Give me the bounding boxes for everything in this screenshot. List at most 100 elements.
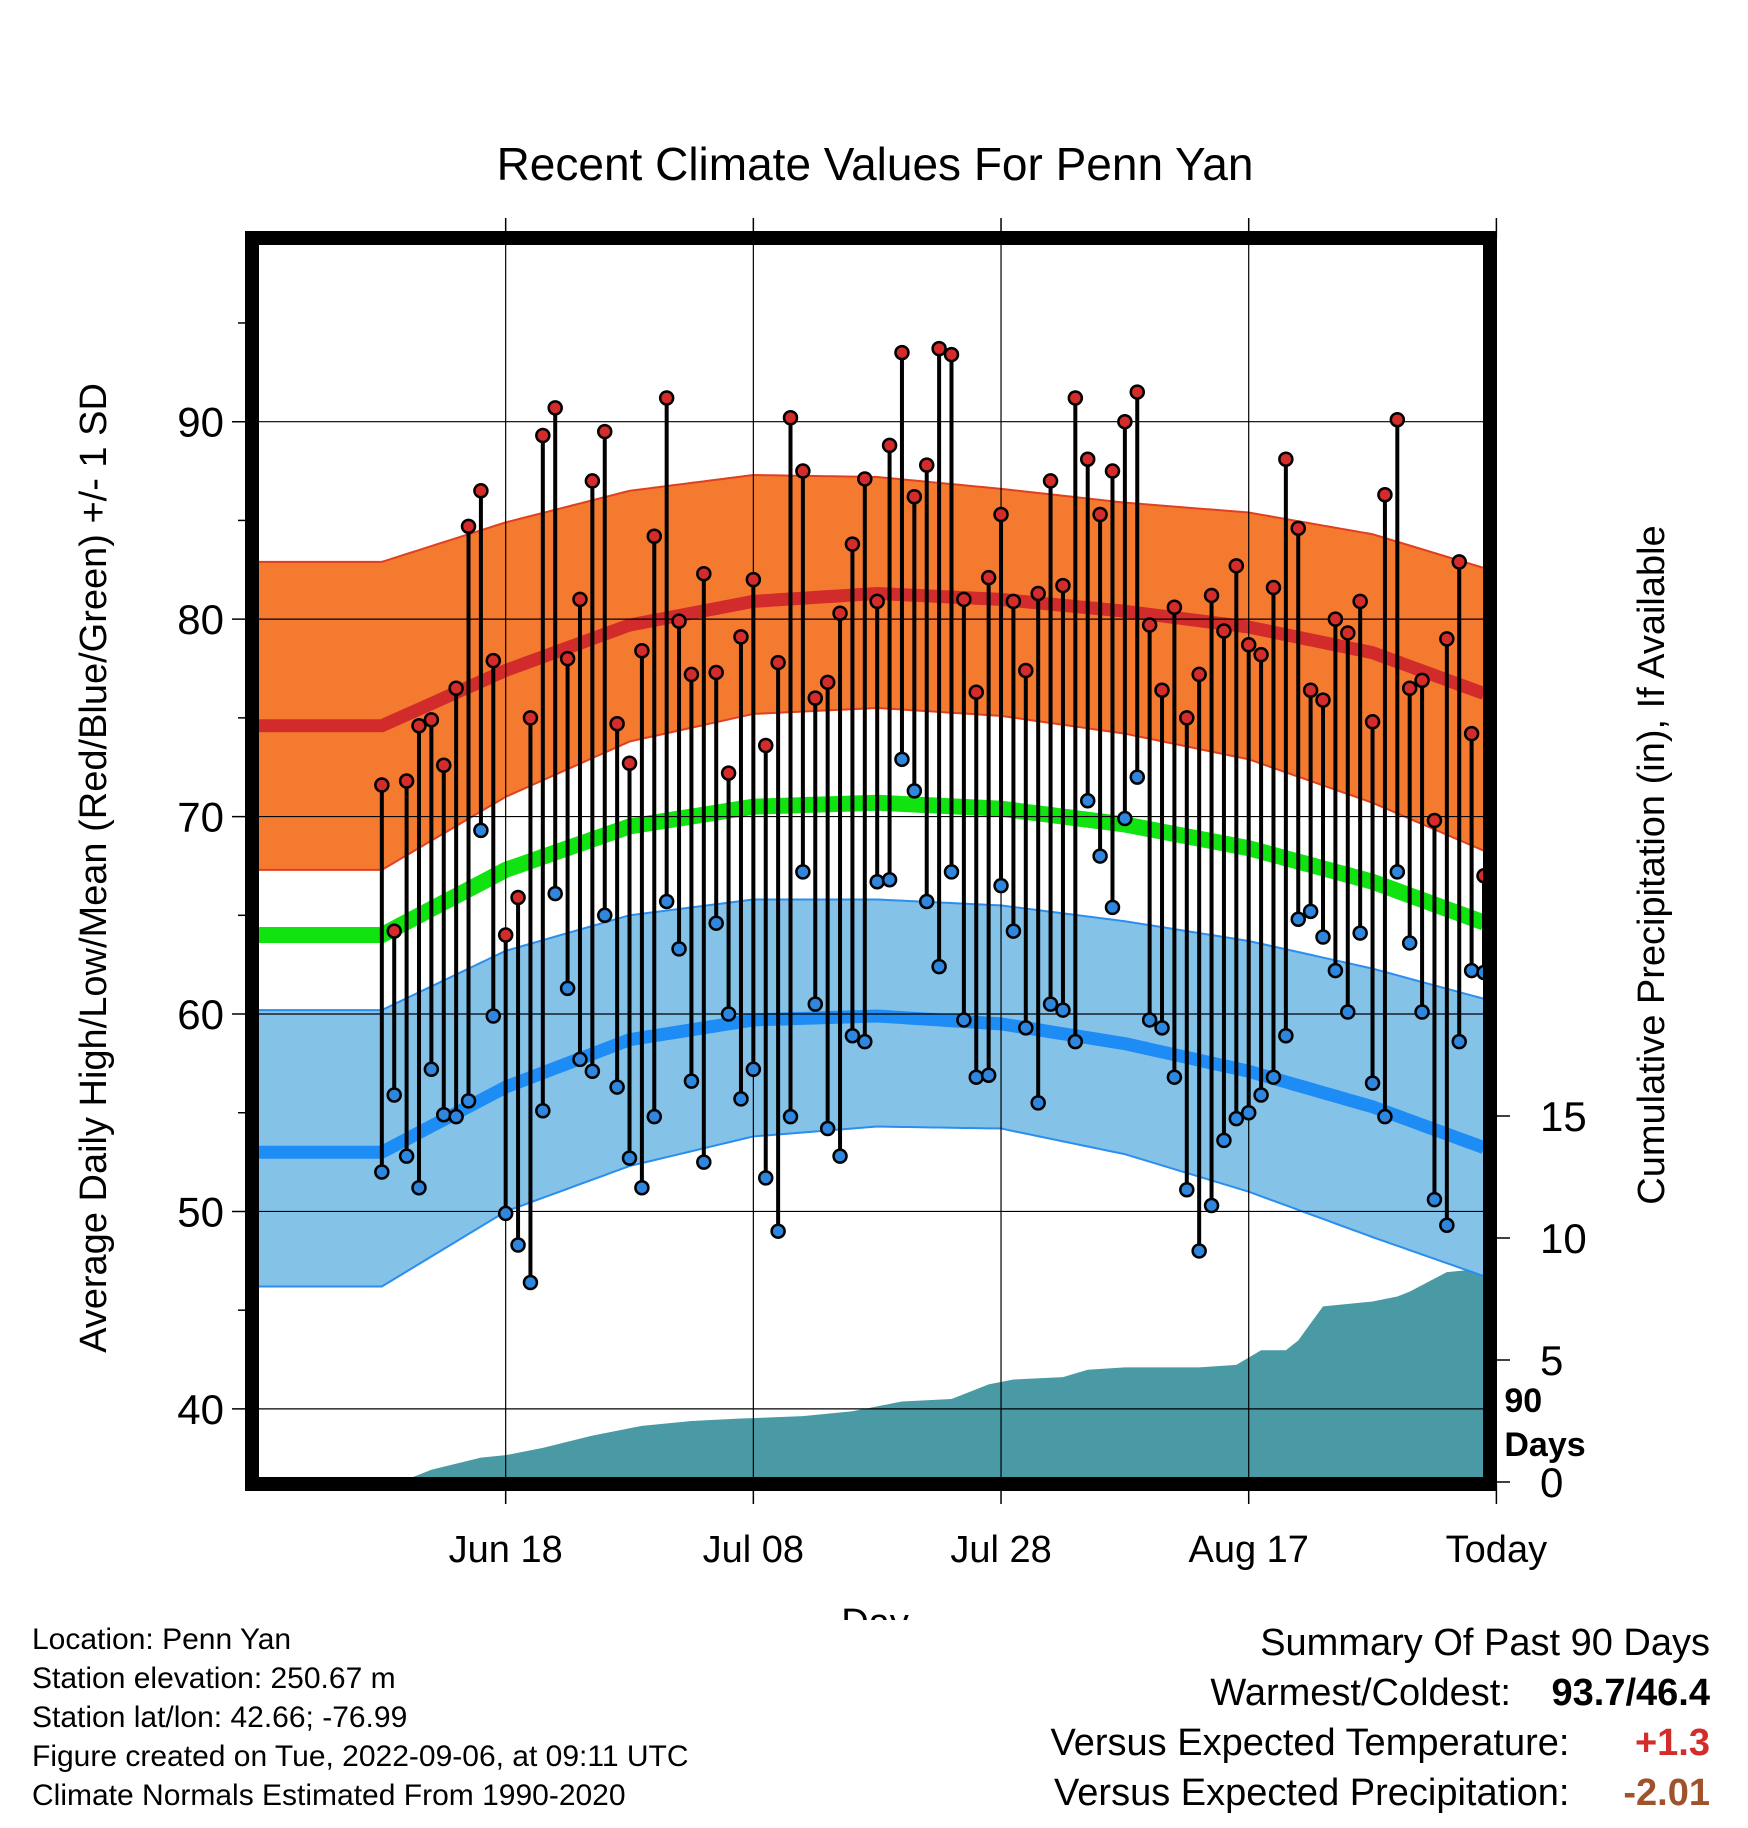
precip-value: -2.01 [1623, 1772, 1710, 1814]
y-axis-label: Average Daily High/Low/Mean (Red/Blue/Gr… [73, 383, 115, 1353]
x-tick-label: Jul 28 [950, 1529, 1051, 1571]
low-point [497, 1205, 514, 1222]
high-point [572, 591, 588, 608]
low-point [1042, 996, 1059, 1012]
high-point [658, 390, 675, 406]
high-point [386, 923, 402, 939]
low-point [1302, 903, 1319, 920]
plot-inner [258, 244, 1484, 1478]
high-point [1340, 625, 1356, 641]
low-point [931, 958, 947, 975]
high-point [1253, 646, 1269, 663]
low-point [869, 873, 885, 890]
x-tick-label: Jun 18 [449, 1529, 563, 1571]
station-info: Location: Penn Yan Station elevation: 25… [32, 1620, 689, 1815]
low-point [1315, 929, 1331, 945]
low-point [1463, 962, 1480, 979]
high-point [1179, 710, 1195, 726]
low-point [1340, 1004, 1356, 1020]
low-point [1092, 848, 1108, 864]
high-point [374, 777, 390, 793]
low-point [782, 1108, 799, 1125]
precipitation-area [410, 1261, 1484, 1478]
temp-value: +1.3 [1634, 1722, 1710, 1764]
low-point [1278, 1027, 1294, 1044]
low-point [559, 980, 576, 997]
high-point [1240, 637, 1257, 653]
high-point [918, 457, 935, 473]
high-point [980, 569, 997, 586]
low-point [1203, 1197, 1220, 1214]
high-point [1426, 812, 1443, 829]
low-point [980, 1067, 997, 1083]
chart-title: Recent Climate Values For Penn Yan [497, 138, 1254, 190]
high-point [485, 652, 502, 669]
high-point [1290, 520, 1306, 537]
high-point [1389, 411, 1406, 428]
y-tick-label: 40 [177, 1386, 224, 1433]
high-point [646, 528, 663, 544]
low-point [857, 1033, 873, 1050]
low-point [683, 1073, 700, 1089]
low-point [708, 915, 724, 931]
location-text: Location: Penn Yan [32, 1623, 292, 1656]
high-point [1166, 599, 1183, 616]
high-point [696, 565, 712, 582]
low-point [795, 864, 811, 880]
low-point [720, 1006, 737, 1022]
low-point [1377, 1108, 1393, 1125]
high-point [671, 613, 687, 629]
high-point [1377, 486, 1393, 503]
low-point [1166, 1069, 1183, 1085]
low-point [1055, 1002, 1071, 1018]
high-point [1104, 463, 1121, 479]
low-point [1005, 923, 1022, 939]
high-point [807, 690, 824, 706]
low-point [1439, 1217, 1455, 1234]
high-point [460, 518, 477, 535]
high-point [1092, 506, 1108, 523]
y-tick-label: 70 [177, 794, 224, 841]
high-point [522, 710, 539, 726]
low-point [1030, 1095, 1046, 1111]
high-point [956, 591, 972, 608]
low-point [956, 1012, 972, 1028]
high-point [609, 716, 625, 732]
high-point [819, 674, 836, 691]
high-point [1018, 662, 1034, 679]
temp-row: Versus Expected Temperature: +1.3 [1051, 1718, 1710, 1768]
low-point [894, 751, 910, 768]
low-point [1079, 793, 1096, 809]
precip-label: Versus Expected Precipitation: [1054, 1772, 1570, 1814]
temp-label: Versus Expected Temperature: [1050, 1722, 1570, 1764]
y-tick-label: 50 [177, 1188, 224, 1235]
precip-row: Versus Expected Precipitation: -2.01 [1051, 1768, 1710, 1818]
high-point [894, 344, 910, 361]
low-point [1253, 1087, 1269, 1103]
high-point [448, 680, 464, 696]
low-point [993, 877, 1009, 894]
high-point [1067, 390, 1084, 406]
y2-tick-label: 0 [1540, 1459, 1563, 1506]
high-point [1352, 593, 1368, 610]
high-point [1079, 451, 1096, 467]
y-tick-label: 90 [177, 399, 224, 446]
high-point [584, 473, 601, 489]
warm-cold-label: Warmest/Coldest: [1210, 1672, 1511, 1714]
high-point [1154, 682, 1170, 698]
high-point [931, 340, 947, 357]
normals-text: Climate Normals Estimated From 1990-2020 [32, 1779, 626, 1812]
high-point [745, 571, 762, 588]
high-point [1414, 672, 1430, 689]
low-point [485, 1008, 502, 1024]
low-point [398, 1148, 415, 1164]
low-point [535, 1103, 551, 1119]
low-point [1426, 1191, 1443, 1208]
low-point [1476, 964, 1484, 981]
high-point [1042, 473, 1059, 489]
low-point [1067, 1033, 1084, 1050]
x-tick-label: Aug 17 [1188, 1529, 1308, 1571]
low-point [757, 1170, 774, 1186]
normal-mean-line [258, 794, 1484, 944]
low-point [696, 1154, 712, 1170]
